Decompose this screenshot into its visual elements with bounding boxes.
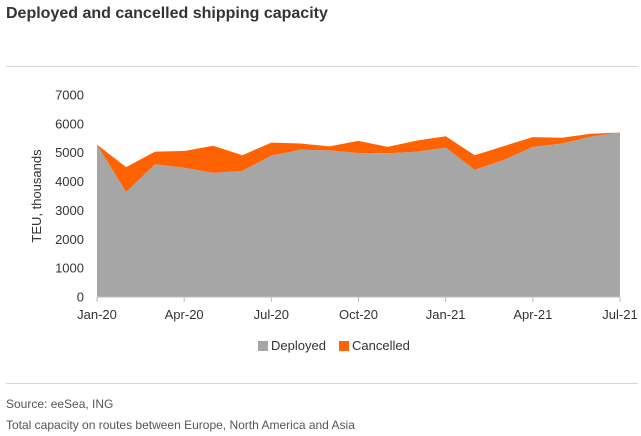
y-axis-label: TEU, thousands (29, 149, 44, 243)
bottom-divider (6, 383, 638, 384)
top-divider (6, 66, 638, 67)
x-tick-label: Jan-21 (426, 307, 466, 322)
y-axis-ticks: 0 1000 2000 3000 4000 5000 6000 7000 (55, 88, 84, 305)
legend-swatch-deployed (258, 341, 268, 351)
y-tick-label: 4000 (55, 174, 84, 189)
legend-label-deployed: Deployed (271, 338, 326, 353)
x-tick-label: Apr-21 (513, 307, 552, 322)
x-tick-label: Jul-20 (254, 307, 289, 322)
y-tick-label: 1000 (55, 261, 84, 276)
deployed-area (97, 132, 620, 297)
x-tick-label: Oct-20 (339, 307, 378, 322)
legend: Deployed Cancelled (258, 338, 410, 353)
y-tick-label: 2000 (55, 232, 84, 247)
y-tick-label: 3000 (55, 203, 84, 218)
footnote: Total capacity on routes between Europe,… (6, 418, 355, 432)
x-tick-label: Jul-21 (602, 307, 637, 322)
y-tick-label: 7000 (55, 88, 84, 103)
chart-title: Deployed and cancelled shipping capacity (6, 5, 328, 22)
y-tick-label: 6000 (55, 116, 84, 131)
legend-swatch-cancelled (339, 341, 349, 351)
x-tick-label: Apr-20 (165, 307, 204, 322)
cancelled-area (97, 132, 620, 192)
x-axis-ticks: Jan-20 Apr-20 Jul-20 Oct-20 Jan-21 Apr-21 Jul-… (77, 297, 638, 322)
stacked-area-chart: 0 1000 2000 3000 4000 5000 6000 7000 Jan-20 Apr-… (29, 88, 638, 354)
source-note: Source: eeSea, ING (6, 397, 114, 411)
x-tick-label: Jan-20 (77, 307, 117, 322)
y-tick-label: 0 (77, 290, 84, 305)
y-tick-label: 5000 (55, 145, 84, 160)
legend-label-cancelled: Cancelled (352, 338, 410, 353)
